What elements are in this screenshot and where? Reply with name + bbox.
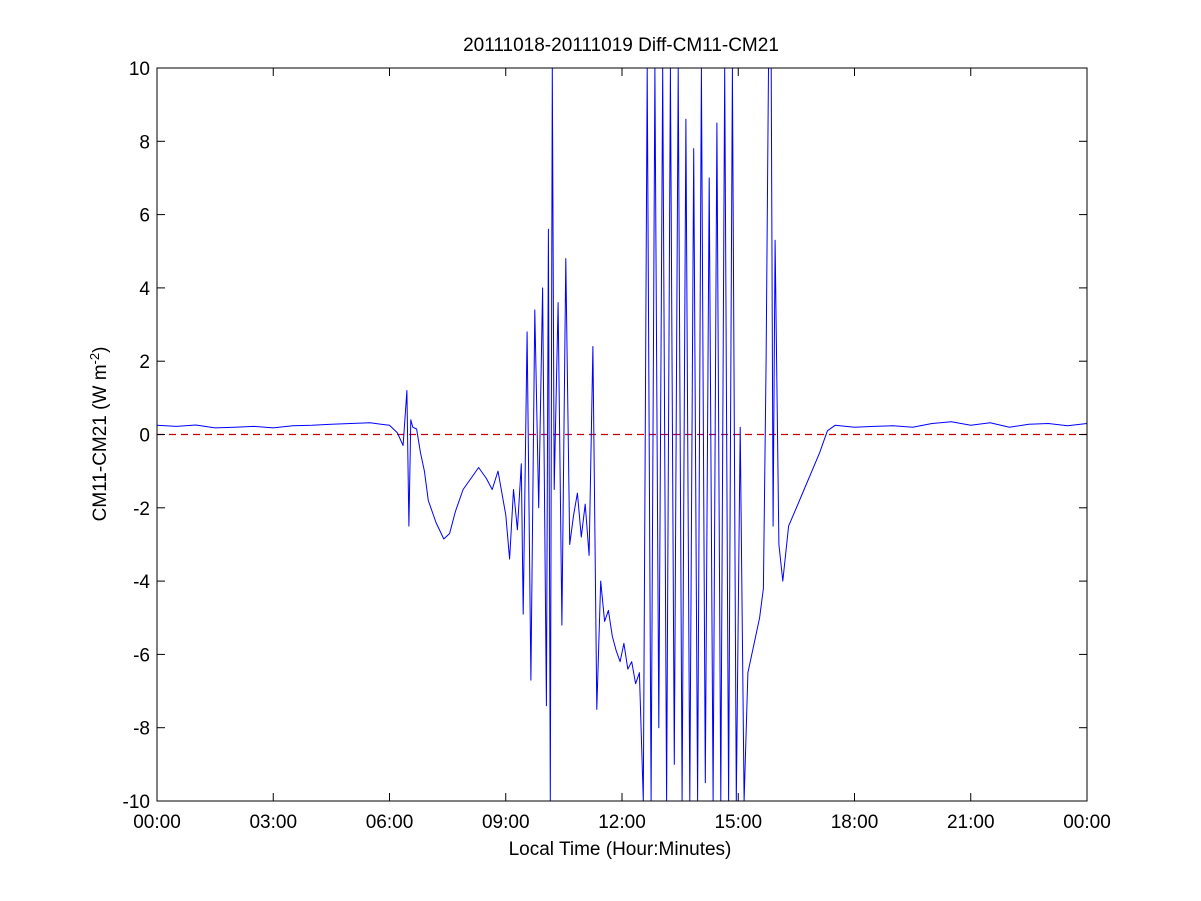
y-tick-label: -4 xyxy=(133,572,150,593)
chart-title: 20111018-20111019 Diff-CM11-CM21 xyxy=(463,35,779,56)
x-axis: 00:00 03:00 06:00 09:00 12:00 15:00 18:00 21:00… xyxy=(133,68,1111,833)
y-tick-label: -10 xyxy=(123,792,150,813)
y-tick-label: -2 xyxy=(133,499,150,520)
plot-background xyxy=(157,68,1087,801)
y-tick-label: 8 xyxy=(139,132,150,153)
x-tick-label: 03:00 xyxy=(249,812,297,833)
x-tick-label: 15:00 xyxy=(714,812,762,833)
y-tick-label: 4 xyxy=(139,279,150,300)
x-tick-label: 06:00 xyxy=(366,812,414,833)
x-tick-label: 12:00 xyxy=(598,812,646,833)
y-axis-label-main: CM11-CM21 (W m xyxy=(90,364,111,521)
y-tick-label: 6 xyxy=(139,206,150,227)
y-tick-label: -6 xyxy=(133,645,150,666)
series-line xyxy=(157,68,1087,801)
y-axis-label-exponent: -2 xyxy=(87,353,102,365)
x-tick-label: 21:00 xyxy=(947,812,995,833)
x-axis-label: Local Time (Hour:Minutes) xyxy=(509,839,732,860)
x-tick-label: 18:00 xyxy=(831,812,879,833)
y-tick-label: 10 xyxy=(129,59,150,80)
series-layer xyxy=(157,68,1087,801)
y-axis-label-close: ) xyxy=(90,347,111,353)
x-tick-label: 09:00 xyxy=(482,812,530,833)
y-tick-label: 2 xyxy=(139,352,150,373)
x-tick-label: 00:00 xyxy=(1063,812,1111,833)
y-tick-label: 0 xyxy=(139,426,150,447)
y-tick-label: -8 xyxy=(133,719,150,740)
y-axis-label: CM11-CM21 (W m-2) xyxy=(87,347,111,522)
x-tick-label: 00:00 xyxy=(133,812,181,833)
plot-area: 00:00 03:00 06:00 09:00 12:00 15:00 18:00 21:00… xyxy=(123,59,1111,833)
y-axis: -10 -8 -6 -4 -2 0 2 4 6 8 10 xyxy=(123,59,1087,813)
